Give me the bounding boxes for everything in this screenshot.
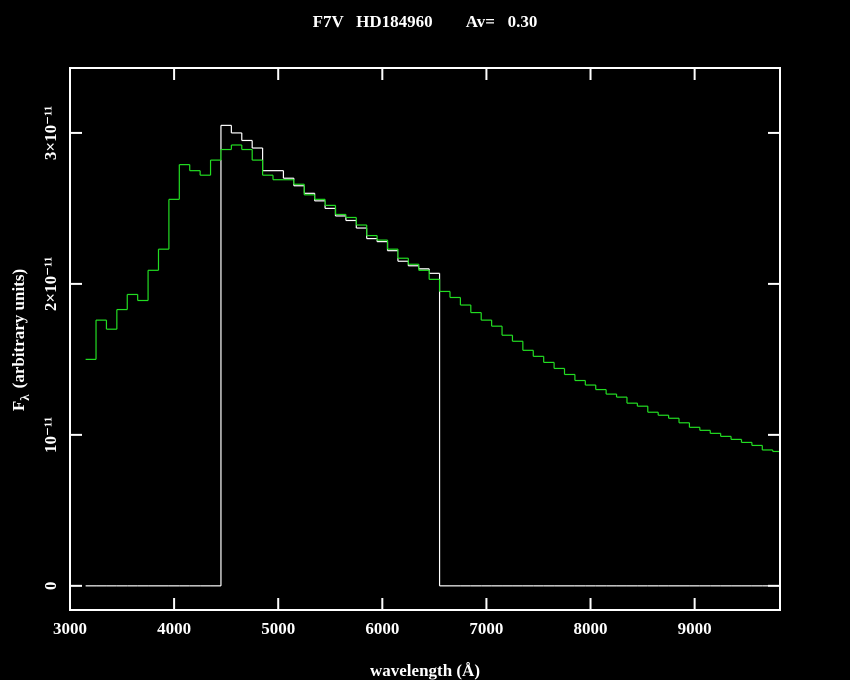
y-label-symbol: F [9,401,28,411]
y-axis-label: Fλ (arbitrary units) [9,269,32,411]
x-tick-label: 6000 [365,619,399,638]
x-tick-label: 5000 [261,619,295,638]
x-tick-label: 3000 [53,619,87,638]
x-tick-label: 4000 [157,619,191,638]
x-tick-label: 9000 [678,619,712,638]
y-tick-label: 2×10⁻¹¹ [41,257,60,311]
x-tick-label: 7000 [469,619,503,638]
y-tick-label: 10⁻¹¹ [41,417,60,453]
y-tick-label: 0 [41,582,60,591]
x-tick-label: 8000 [574,619,608,638]
chart-title: F7V HD184960 Av= 0.30 [313,12,538,31]
y-tick-label: 3×10⁻¹¹ [41,106,60,160]
x-axis-label: wavelength (Å) [370,661,480,680]
plot-frame [69,67,781,611]
y-label-subscript: λ [17,394,32,401]
y-label-text: (arbitrary units) [9,269,28,388]
